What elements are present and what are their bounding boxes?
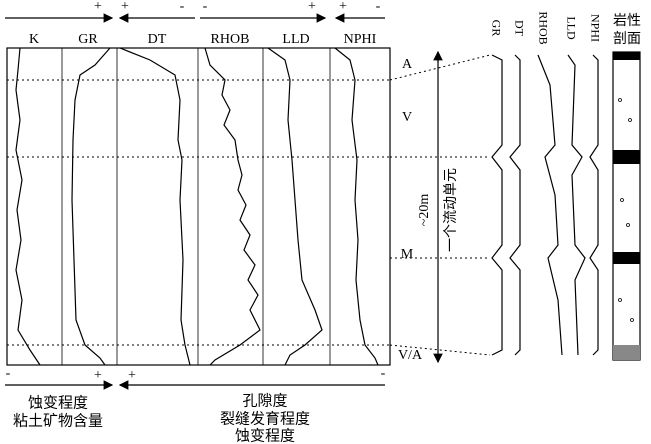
- log-header: K: [29, 32, 39, 47]
- log-header: LLD: [282, 32, 309, 47]
- log-header: NPHI: [344, 32, 377, 47]
- axis-caption: 粘土矿物含量: [13, 412, 103, 429]
- schematic-header: NPHI: [588, 14, 602, 42]
- log-panel: [6, 47, 391, 366]
- schematic-header: DT: [512, 20, 526, 37]
- sign: -: [180, 0, 185, 14]
- sign: +: [308, 0, 316, 14]
- log-header: DT: [148, 32, 167, 47]
- zone-label: V: [402, 110, 412, 125]
- schematic-header: GR: [489, 20, 503, 37]
- sign: -: [381, 366, 386, 381]
- unit-label: 一个流动单元: [443, 168, 459, 252]
- zone-label: V/A: [398, 348, 423, 363]
- axis-caption: 蚀变程度: [28, 394, 88, 411]
- schematic-logs: [491, 54, 599, 356]
- lithology-column: [612, 51, 641, 361]
- thickness-arrow: [389, 50, 491, 364]
- log-header: RHOB: [211, 32, 250, 47]
- log-header: GR: [78, 32, 98, 47]
- zone-label: M: [401, 247, 414, 262]
- axis-caption: 蚀变程度: [235, 427, 295, 444]
- sign: +: [94, 368, 102, 383]
- lithology-header: 岩性: [613, 13, 641, 29]
- axis-caption: 孔隙度: [242, 392, 287, 409]
- schematic-header: LLD: [564, 16, 578, 40]
- schematic-header: RHOB: [536, 11, 550, 44]
- sign: -: [376, 0, 381, 14]
- sign: -: [6, 366, 11, 381]
- axis-caption: 裂缝发育程度: [220, 410, 310, 427]
- lithology-header: 剖面: [613, 31, 641, 47]
- thickness-label: ~20m: [417, 194, 432, 227]
- sign: -: [203, 0, 208, 14]
- zone-label: A: [402, 57, 413, 72]
- sign: +: [339, 0, 347, 14]
- sign: +: [94, 0, 102, 14]
- labels: + + - - + + - K GR DT RHOB LLD NPHI A V M V/A ~20m 一个流动单元 G…: [6, 0, 641, 444]
- sign: +: [121, 0, 129, 14]
- sign: +: [128, 368, 136, 383]
